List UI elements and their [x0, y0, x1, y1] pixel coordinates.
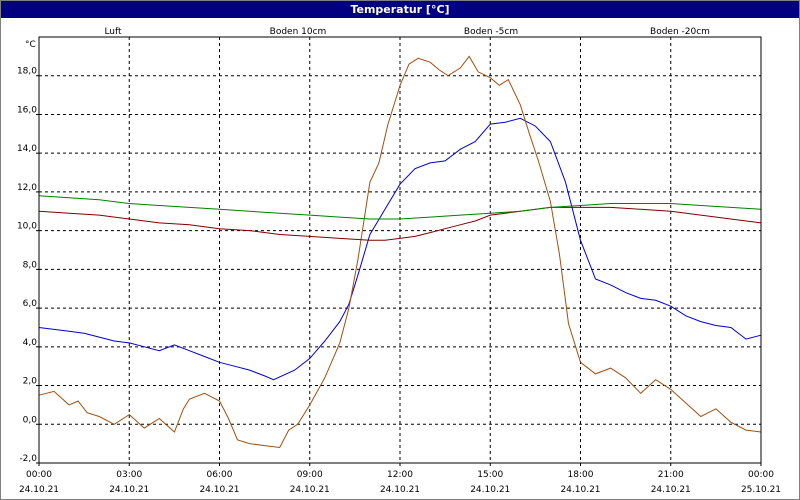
plot-frame — [38, 36, 762, 464]
x-tick-date-label: 24.10.21 — [380, 485, 420, 495]
x-tick-time-label: 09:00 — [297, 470, 323, 480]
y-tick-label: 14,0 — [17, 144, 37, 154]
x-tick-date-label: 24.10.21 — [19, 485, 59, 495]
y-tick-label: 6,0 — [23, 299, 38, 309]
x-tick-date-label: 24.10.21 — [651, 485, 691, 495]
x-tick-date-label: 24.10.21 — [199, 485, 239, 495]
y-tick-label: 4,0 — [23, 338, 38, 348]
legend-entry: Luft — [104, 27, 122, 37]
x-tick-time-label: 21:00 — [658, 470, 684, 480]
legend-entry: Boden -20cm — [650, 27, 710, 37]
y-tick-label: 10,0 — [17, 222, 37, 232]
series-line-boden-20cm — [38, 195, 762, 220]
y-tick-label: 16,0 — [17, 105, 37, 115]
series-layer — [38, 55, 762, 449]
legend-entry: Boden 10cm — [270, 27, 327, 37]
y-tick-label: 18,0 — [17, 67, 37, 77]
x-tick-time-label: 12:00 — [387, 470, 413, 480]
x-tick-date-label: 24.10.21 — [109, 485, 149, 495]
y-tick-label: 8,0 — [23, 260, 38, 270]
x-tick-time-label: 15:00 — [477, 470, 503, 480]
grid-layer — [39, 37, 761, 464]
axis-layer: -2,0 0,0 2,0 4,0 6,0 8,0 10,0 12,0 14,0 16,0 18,0 0… — [17, 67, 781, 495]
y-axis-unit-label: °C — [25, 40, 36, 50]
series-line-luft — [38, 117, 762, 381]
x-tick-time-label: 06:00 — [207, 470, 233, 480]
y-tick-label: -2,0 — [19, 454, 37, 464]
x-tick-date-label: 24.10.21 — [560, 485, 600, 495]
legend: Luft Boden 10cm Boden -5cm Boden -20cm — [104, 27, 710, 37]
x-tick-date-label: 24.10.21 — [290, 485, 330, 495]
y-tick-label: 2,0 — [23, 377, 38, 387]
x-tick-date-label: 25.10.21 — [741, 485, 781, 495]
x-tick-time-label: 00:00 — [748, 470, 774, 480]
x-tick-time-label: 00:00 — [26, 470, 52, 480]
window-title: Temperatur [°C] — [1, 1, 799, 18]
x-tick-date-label: 24.10.21 — [470, 485, 510, 495]
series-line-boden-5cm — [38, 206, 762, 241]
legend-entry: Boden -5cm — [464, 27, 518, 37]
series-line-boden-10cm — [38, 55, 762, 449]
y-tick-label: 0,0 — [23, 415, 38, 425]
x-tick-time-label: 03:00 — [116, 470, 142, 480]
x-tick-time-label: 18:00 — [568, 470, 594, 480]
y-tick-label: 12,0 — [17, 183, 37, 193]
